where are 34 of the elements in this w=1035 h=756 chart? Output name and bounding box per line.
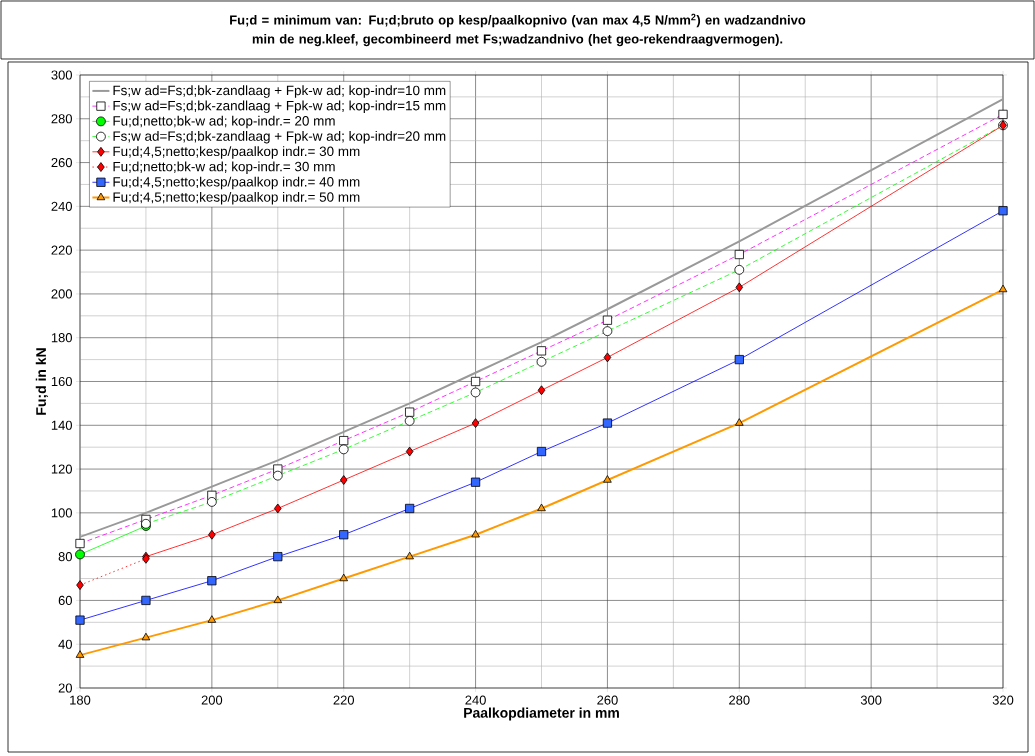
legend-label: Fu;d;netto;bk-w ad; kop-indr.= 20 mm	[113, 115, 335, 129]
legend-label: Fs;w ad=Fs;d;bk-zandlaag + Fpk-w ad; kop-indr=10 mm	[113, 85, 446, 98]
x-tick-label: 280	[729, 695, 750, 705]
x-tick-label: 260	[597, 695, 618, 705]
legend-label: Fu;d;4,5;netto;kesp/paalkop indr.= 50 mm	[113, 191, 360, 205]
y-tick-label: 240	[51, 201, 72, 211]
y-tick-label: 80	[58, 552, 72, 562]
legend-label: Fu;d;4,5;netto;kesp/paalkop indr.= 30 mm	[113, 146, 360, 159]
x-axis-title: Paalkopdiameter in mm	[464, 707, 619, 721]
x-tick-label: 240	[465, 695, 486, 705]
y-tick-label: 200	[51, 289, 72, 299]
y-tick-label: 180	[51, 333, 72, 343]
legend-label: Fs;w ad=Fs;d;bk-zandlaag + Fpk-w ad; kop-indr=20 mm	[113, 130, 446, 144]
y-tick-label: 40	[58, 639, 72, 649]
y-tick-label: 140	[51, 420, 72, 430]
x-tick-label: 300	[860, 695, 882, 705]
legend-label: Fu;d;4,5;netto;kesp/paalkop indr.= 40 mm	[113, 176, 360, 190]
y-tick-label: 20	[58, 683, 72, 693]
y-tick-label: 160	[51, 376, 72, 387]
y-tick-label: 120	[51, 464, 72, 474]
legend-label: Fu;d;netto;bk-w ad; kop-indr.= 30 mm	[113, 161, 335, 174]
y-tick-label: 260	[51, 157, 72, 168]
x-tick-label: 320	[992, 695, 1014, 705]
y-tick-label: 220	[51, 245, 72, 255]
y-axis-title: Fu;d in kN	[35, 348, 49, 415]
x-tick-label: 180	[70, 695, 91, 705]
chart-title: Fu;d = minimum van: Fu;d;bruto op kesp/paalkopnivo (van max 4,5 N/mm$^{2}$) en wadzandnivo min de neg.kleef, gecombineerd met Fs;wadzandnivo (het geo-rekendraagvermogen).	[230, 13, 806, 47]
x-tick-label: 200	[201, 695, 223, 705]
y-tick-label: 100	[51, 508, 72, 518]
x-tick-label: 220	[333, 695, 355, 705]
y-tick-label: 280	[51, 114, 72, 124]
y-tick-label: 300	[51, 70, 72, 80]
y-tick-label: 60	[58, 595, 72, 606]
legend-label: Fs;w ad=Fs;d;bk-zandlaag + Fpk-w ad; kop-indr=15 mm	[113, 100, 446, 114]
